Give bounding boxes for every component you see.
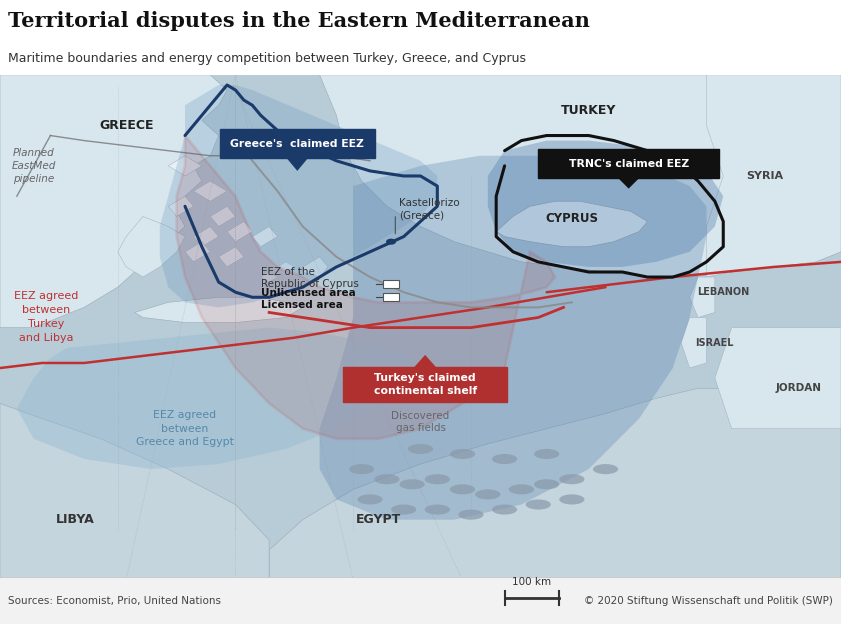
Ellipse shape	[458, 510, 484, 520]
FancyBboxPatch shape	[343, 366, 507, 402]
FancyBboxPatch shape	[220, 129, 375, 158]
Polygon shape	[488, 140, 723, 267]
Polygon shape	[168, 156, 202, 176]
Text: © 2020 Stiftung Wissenschaft und Politik (SWP): © 2020 Stiftung Wissenschaft und Politik…	[584, 595, 833, 606]
Text: TURKEY: TURKEY	[561, 104, 616, 117]
Ellipse shape	[374, 474, 399, 484]
Text: EEZ of the
Republic of Cyprus: EEZ of the Republic of Cyprus	[261, 267, 358, 290]
Text: GREECE: GREECE	[99, 119, 153, 132]
Text: TRNC's claimed EEZ: TRNC's claimed EEZ	[569, 159, 689, 169]
Ellipse shape	[425, 504, 450, 515]
Ellipse shape	[425, 474, 450, 484]
Polygon shape	[320, 75, 841, 277]
Text: EEZ agreed
between
Greece and Egypt: EEZ agreed between Greece and Egypt	[136, 411, 234, 447]
Polygon shape	[284, 156, 310, 171]
Polygon shape	[681, 318, 706, 368]
Polygon shape	[177, 135, 555, 439]
Text: Discovered
gas fields: Discovered gas fields	[391, 411, 450, 434]
Text: CYPRUS: CYPRUS	[545, 212, 599, 225]
Polygon shape	[0, 403, 269, 580]
Text: JORDAN: JORDAN	[776, 383, 822, 393]
Text: SYRIA: SYRIA	[747, 171, 784, 181]
Circle shape	[386, 238, 396, 245]
Text: ISRAEL: ISRAEL	[696, 338, 734, 348]
Polygon shape	[269, 378, 841, 580]
Polygon shape	[261, 272, 278, 282]
Ellipse shape	[450, 449, 475, 459]
Text: EGYPT: EGYPT	[356, 513, 401, 526]
Ellipse shape	[492, 454, 517, 464]
Bar	[383, 280, 399, 288]
Ellipse shape	[475, 489, 500, 499]
Polygon shape	[219, 246, 244, 267]
Polygon shape	[496, 201, 648, 246]
Polygon shape	[210, 207, 235, 227]
Ellipse shape	[349, 464, 374, 474]
Ellipse shape	[534, 449, 559, 459]
Bar	[383, 293, 399, 301]
Polygon shape	[227, 222, 252, 241]
Text: Planned
EastMed
pipeline: Planned EastMed pipeline	[12, 148, 56, 184]
Text: EEZ agreed
between
Turkey
and Libya: EEZ agreed between Turkey and Libya	[14, 291, 78, 343]
Polygon shape	[185, 241, 210, 262]
Ellipse shape	[559, 494, 584, 504]
Polygon shape	[715, 328, 841, 429]
Polygon shape	[690, 277, 715, 318]
Ellipse shape	[450, 484, 475, 494]
Polygon shape	[118, 217, 185, 277]
Ellipse shape	[357, 494, 383, 504]
Ellipse shape	[534, 479, 559, 489]
Text: Kastellorizo
(Greece): Kastellorizo (Greece)	[399, 198, 460, 220]
Text: 100 km: 100 km	[512, 577, 552, 588]
Polygon shape	[193, 227, 219, 246]
Polygon shape	[168, 196, 193, 217]
Polygon shape	[706, 75, 841, 277]
Ellipse shape	[408, 444, 433, 454]
Text: LEBANON: LEBANON	[697, 287, 749, 297]
Polygon shape	[17, 328, 420, 469]
Polygon shape	[616, 176, 641, 188]
Polygon shape	[320, 156, 706, 520]
Polygon shape	[0, 75, 227, 328]
Polygon shape	[160, 85, 437, 308]
Text: Territorial disputes in the Eastern Mediterranean: Territorial disputes in the Eastern Medi…	[8, 11, 590, 31]
Ellipse shape	[509, 484, 534, 494]
Polygon shape	[303, 257, 328, 277]
Polygon shape	[193, 181, 227, 201]
Text: LIBYA: LIBYA	[56, 513, 95, 526]
Ellipse shape	[399, 479, 425, 489]
Polygon shape	[135, 297, 303, 323]
Polygon shape	[252, 227, 278, 246]
Polygon shape	[412, 355, 437, 369]
Text: Greece's  claimed EEZ: Greece's claimed EEZ	[230, 139, 364, 149]
Ellipse shape	[593, 464, 618, 474]
Ellipse shape	[559, 474, 584, 484]
Polygon shape	[278, 262, 294, 272]
Text: Turkey's claimed
continental shelf: Turkey's claimed continental shelf	[373, 373, 477, 396]
Ellipse shape	[492, 504, 517, 515]
FancyBboxPatch shape	[538, 149, 719, 178]
Ellipse shape	[526, 499, 551, 510]
Text: Maritime boundaries and energy competition between Turkey, Greece, and Cyprus: Maritime boundaries and energy competiti…	[8, 52, 526, 66]
Text: Licensed area: Licensed area	[261, 300, 342, 310]
Text: Sources: Economist, Prio, United Nations: Sources: Economist, Prio, United Nations	[8, 595, 221, 606]
Ellipse shape	[391, 504, 416, 515]
Text: Unlicensed area: Unlicensed area	[261, 288, 356, 298]
